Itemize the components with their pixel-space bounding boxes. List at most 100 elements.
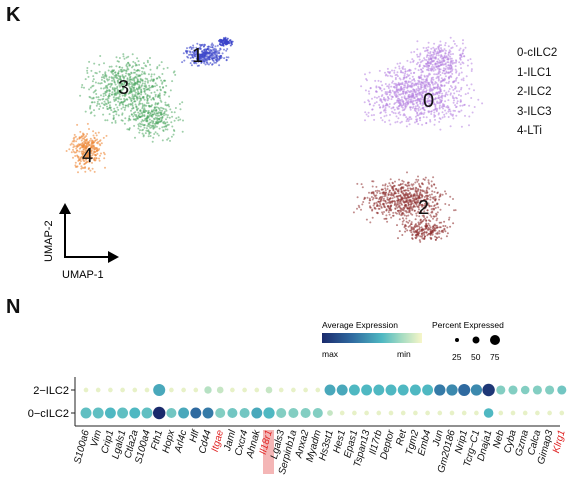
umap-cell-point bbox=[409, 201, 412, 203]
umap-cell-point bbox=[430, 58, 433, 61]
umap-cell-point bbox=[106, 119, 109, 122]
umap-cell-point bbox=[137, 107, 140, 110]
dot-2ILC2-Ctla2a bbox=[132, 387, 138, 393]
umap-cell-point bbox=[418, 203, 421, 206]
umap-cell-point bbox=[454, 209, 457, 212]
umap-cell-point bbox=[76, 146, 79, 148]
umap-cell-point bbox=[430, 69, 433, 72]
umap-cell-point bbox=[411, 103, 414, 106]
umap-cell-point bbox=[390, 185, 393, 188]
umap-cell-point bbox=[446, 226, 449, 229]
umap-cell-point bbox=[130, 71, 133, 74]
umap-cell-point bbox=[454, 104, 457, 107]
umap-cell-point bbox=[438, 230, 441, 232]
umap-cell-point bbox=[117, 114, 120, 117]
umap-cell-point bbox=[87, 156, 89, 159]
umap-cell-point bbox=[438, 195, 441, 198]
umap-cell-point bbox=[164, 122, 167, 125]
umap-cell-point bbox=[427, 67, 430, 70]
umap-cell-point bbox=[435, 232, 438, 235]
umap-cell-point bbox=[107, 108, 109, 110]
umap-cell-point bbox=[399, 207, 402, 210]
umap-cell-point bbox=[423, 196, 426, 198]
umap-cell-point bbox=[109, 101, 112, 104]
umap-cell-point bbox=[91, 167, 94, 170]
umap-cell-point bbox=[90, 101, 93, 104]
umap-cell-point bbox=[459, 47, 462, 50]
umap-cell-point bbox=[158, 85, 161, 88]
umap-cell-point bbox=[378, 205, 381, 207]
umap-cell-point bbox=[377, 95, 380, 98]
umap-cell-point bbox=[438, 117, 441, 120]
umap-cell-point bbox=[146, 78, 149, 81]
umap-cell-point bbox=[392, 106, 395, 109]
umap-cell-point bbox=[123, 108, 126, 111]
umap-cell-point bbox=[450, 67, 452, 69]
umap-cell-point bbox=[143, 115, 146, 118]
umap-y-arrowhead bbox=[59, 203, 71, 214]
umap-cell-point bbox=[464, 93, 467, 96]
umap-cell-point bbox=[442, 49, 445, 52]
umap-cell-point bbox=[432, 86, 435, 89]
umap-cell-point bbox=[425, 56, 428, 58]
umap-cell-point bbox=[398, 211, 401, 214]
umap-cell-point bbox=[161, 139, 164, 142]
umap-cell-point bbox=[179, 118, 182, 121]
umap-cell-point bbox=[384, 74, 387, 77]
umap-cell-point bbox=[132, 86, 134, 89]
umap-cell-point bbox=[424, 93, 427, 96]
umap-cell-point bbox=[375, 211, 378, 214]
umap-cell-point bbox=[419, 102, 422, 105]
umap-cell-point bbox=[193, 55, 196, 58]
umap-cell-point bbox=[76, 149, 79, 152]
umap-cell-point bbox=[128, 74, 130, 77]
umap-cell-point bbox=[425, 231, 428, 234]
umap-cell-point bbox=[448, 51, 451, 54]
umap-cell-point bbox=[414, 186, 417, 189]
umap-cell-point bbox=[106, 87, 109, 90]
umap-cell-point bbox=[374, 190, 377, 192]
umap-cell-point bbox=[419, 240, 422, 243]
umap-cell-point bbox=[438, 107, 441, 110]
umap-cell-point bbox=[430, 81, 433, 84]
umap-cell-point bbox=[76, 138, 79, 141]
umap-cell-point bbox=[427, 179, 430, 182]
umap-cell-point bbox=[114, 120, 117, 122]
umap-cell-point bbox=[397, 209, 400, 212]
umap-cell-point bbox=[460, 94, 462, 97]
umap-cell-point bbox=[433, 49, 436, 52]
umap-cell-point bbox=[361, 203, 364, 206]
umap-cell-point bbox=[105, 134, 108, 137]
umap-cell-point bbox=[131, 93, 134, 96]
umap-cell-point bbox=[415, 235, 418, 238]
umap-cell-point bbox=[417, 211, 420, 214]
umap-cell-point bbox=[117, 100, 120, 103]
umap-cell-point bbox=[85, 143, 88, 146]
umap-cell-point bbox=[96, 142, 99, 145]
umap-cell-point bbox=[435, 86, 438, 89]
umap-cell-point bbox=[387, 194, 390, 196]
umap-cell-point bbox=[433, 204, 436, 207]
umap-cell-point bbox=[467, 92, 470, 95]
umap-cell-point bbox=[425, 200, 428, 203]
umap-cell-point bbox=[431, 201, 434, 204]
umap-cell-point bbox=[139, 78, 142, 81]
umap-cell-point bbox=[174, 73, 177, 76]
umap-cell-point bbox=[188, 53, 190, 56]
umap-cell-point bbox=[426, 94, 429, 97]
umap-cell-point bbox=[79, 130, 82, 133]
umap-cell-point bbox=[111, 69, 114, 72]
umap-cell-point bbox=[419, 223, 421, 225]
umap-cell-point bbox=[425, 222, 428, 225]
umap-cell-point bbox=[78, 159, 81, 161]
umap-cell-point bbox=[434, 57, 437, 60]
umap-cell-point bbox=[408, 206, 411, 209]
umap-cell-point bbox=[444, 190, 446, 193]
umap-cell-point bbox=[455, 90, 458, 93]
umap-cell-point bbox=[182, 52, 185, 55]
umap-cell-point bbox=[453, 99, 455, 102]
umap-cell-point bbox=[432, 109, 435, 112]
umap-cell-point bbox=[441, 62, 444, 64]
umap-cell-point bbox=[417, 98, 419, 100]
umap-cell-point bbox=[373, 114, 375, 116]
